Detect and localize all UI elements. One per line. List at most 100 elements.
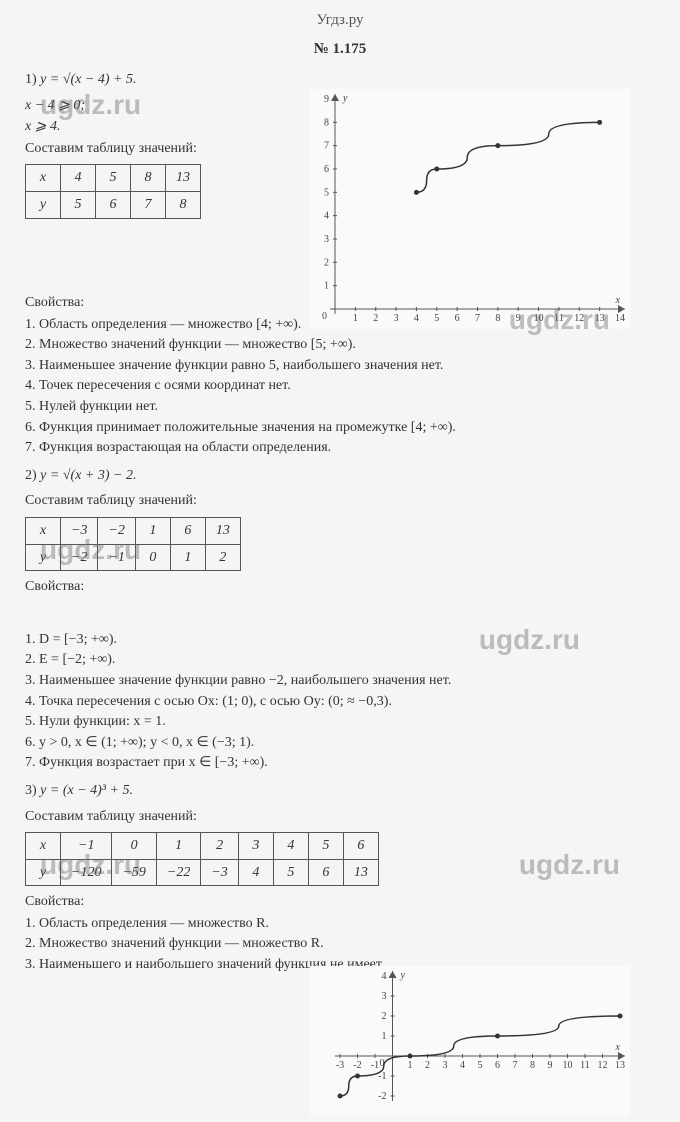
table-cell: x [26, 517, 61, 544]
svg-text:8: 8 [324, 117, 329, 128]
svg-text:13: 13 [615, 1060, 625, 1071]
svg-text:8: 8 [495, 313, 500, 324]
prop-item: 6. y > 0, x ∈ (1; +∞); y < 0, x ∈ (−3; 1… [25, 733, 655, 753]
prop-item: 2. E = [−2; +∞). [25, 650, 655, 670]
svg-text:3: 3 [324, 234, 329, 245]
svg-text:1: 1 [353, 313, 358, 324]
table-cell: −2 [98, 517, 135, 544]
prop-item: 1. D = [−3; +∞). [25, 630, 655, 650]
svg-text:-1: -1 [371, 1060, 379, 1071]
table-cell: 1 [156, 833, 200, 860]
svg-text:y: y [400, 970, 406, 981]
svg-text:4: 4 [460, 1060, 465, 1071]
part1-formula: y = √(x − 4) + 5. [40, 72, 136, 87]
table-cell: 4 [273, 833, 308, 860]
prop-item: 3. Наименьшее значение функции равно 5, … [25, 356, 655, 376]
svg-text:1: 1 [408, 1060, 413, 1071]
svg-text:9: 9 [324, 94, 329, 105]
svg-text:2: 2 [425, 1060, 430, 1071]
table-cell: 6 [170, 517, 205, 544]
chart-2: xy0-3-2-112345678910111213-2-11234 [310, 966, 630, 1116]
svg-text:4: 4 [414, 313, 419, 324]
part3-formula: y = (x − 4)³ + 5. [40, 783, 133, 798]
svg-text:3: 3 [443, 1060, 448, 1071]
svg-text:14: 14 [615, 313, 625, 324]
table-cell: 3 [238, 833, 273, 860]
prop-item: 7. Функция возрастает при x ∈ [−3; +∞). [25, 753, 655, 773]
svg-text:6: 6 [455, 313, 460, 324]
svg-text:4: 4 [324, 211, 329, 222]
svg-text:x: x [615, 1042, 621, 1053]
table-cell: x [26, 165, 61, 192]
table-cell: y [26, 859, 61, 886]
svg-text:5: 5 [324, 187, 329, 198]
chart-1: xy01234567891011121314123456789 [310, 89, 630, 329]
part1-num: 1) [25, 72, 37, 87]
table-cell: 8 [131, 165, 166, 192]
svg-text:2: 2 [324, 257, 329, 268]
table-cell: 5 [308, 833, 343, 860]
prop-item: 5. Нули функции: x = 1. [25, 712, 655, 732]
table-cell: −1 [98, 544, 135, 571]
svg-text:-2: -2 [378, 1091, 386, 1102]
table-cell: 6 [343, 833, 378, 860]
table-cell: 1 [170, 544, 205, 571]
svg-text:y: y [342, 93, 348, 104]
svg-text:6: 6 [495, 1060, 500, 1071]
svg-text:-3: -3 [336, 1060, 344, 1071]
svg-text:9: 9 [548, 1060, 553, 1071]
part2-table: x −3 −2 1 6 13 y −2 −1 0 1 2 [25, 517, 241, 571]
table-cell: −1 [61, 833, 112, 860]
table-cell: x [26, 833, 61, 860]
table-cell: 2 [201, 833, 238, 860]
table-cell: 4 [61, 165, 96, 192]
prop-item: 7. Функция возрастающая на области опред… [25, 438, 655, 458]
svg-text:12: 12 [574, 313, 584, 324]
svg-text:13: 13 [595, 313, 605, 324]
prop-item: 4. Точек пересечения с осями координат н… [25, 376, 655, 396]
part2-make-table: Составим таблицу значений: [25, 491, 655, 511]
watermark: ugdz.ru [519, 845, 620, 884]
svg-text:7: 7 [513, 1060, 518, 1071]
svg-text:8: 8 [530, 1060, 535, 1071]
svg-text:2: 2 [373, 313, 378, 324]
part2-props-title: Свойства: [25, 577, 655, 597]
table-cell: 5 [96, 165, 131, 192]
table-cell: 2 [205, 544, 240, 571]
svg-text:10: 10 [534, 313, 544, 324]
table-cell: 13 [205, 517, 240, 544]
part3-table: x −1 0 1 2 3 4 5 6 y −120 −59 −22 −3 4 5… [25, 832, 379, 886]
table-cell: −59 [112, 859, 156, 886]
svg-text:1: 1 [324, 281, 329, 292]
table-cell: 0 [112, 833, 156, 860]
problem-number: № 1.175 [25, 39, 655, 60]
table-cell: −22 [156, 859, 200, 886]
table-cell: 6 [96, 191, 131, 218]
svg-text:7: 7 [324, 141, 329, 152]
part1-table: x 4 5 8 13 y 5 6 7 8 [25, 164, 201, 218]
svg-text:10: 10 [563, 1060, 573, 1071]
table-cell: −120 [61, 859, 112, 886]
prop-item: 5. Нулей функции нет. [25, 397, 655, 417]
svg-text:12: 12 [598, 1060, 608, 1071]
table-cell: 4 [238, 859, 273, 886]
table-cell: 8 [166, 191, 201, 218]
svg-text:-2: -2 [353, 1060, 361, 1071]
prop-item: 3. Наименьшее значение функции равно −2,… [25, 671, 655, 691]
svg-text:6: 6 [324, 164, 329, 175]
table-cell: 1 [135, 517, 170, 544]
part2-formula: y = √(x + 3) − 2. [40, 468, 136, 483]
table-cell: −2 [61, 544, 98, 571]
svg-text:11: 11 [580, 1060, 590, 1071]
svg-text:3: 3 [382, 991, 387, 1002]
table-cell: 5 [273, 859, 308, 886]
table-cell: y [26, 191, 61, 218]
table-cell: 7 [131, 191, 166, 218]
svg-text:11: 11 [554, 313, 564, 324]
svg-text:1: 1 [382, 1031, 387, 1042]
svg-text:2: 2 [382, 1011, 387, 1022]
table-cell: 6 [308, 859, 343, 886]
table-cell: 13 [166, 165, 201, 192]
prop-item: 6. Функция принимает положительные значе… [25, 418, 655, 438]
svg-text:x: x [615, 295, 621, 306]
